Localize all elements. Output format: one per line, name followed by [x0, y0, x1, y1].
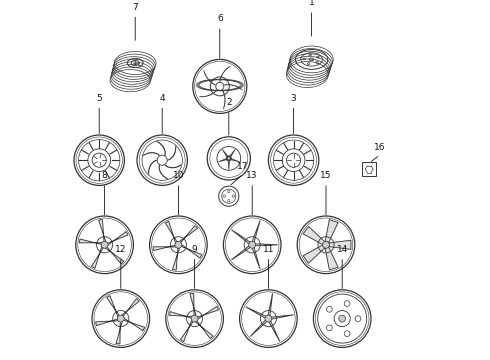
Text: 17: 17 [238, 162, 249, 171]
Text: 8: 8 [102, 171, 107, 180]
Text: 12: 12 [115, 245, 126, 254]
Polygon shape [228, 160, 229, 169]
Polygon shape [79, 239, 104, 244]
Polygon shape [230, 158, 239, 162]
Polygon shape [303, 245, 325, 263]
Text: 14: 14 [337, 245, 348, 254]
Polygon shape [229, 150, 235, 158]
Polygon shape [252, 221, 260, 243]
Polygon shape [180, 244, 202, 258]
Polygon shape [178, 226, 197, 243]
Polygon shape [303, 226, 325, 244]
Polygon shape [190, 293, 196, 317]
Ellipse shape [191, 315, 198, 322]
Polygon shape [329, 240, 351, 249]
Text: 9: 9 [192, 245, 197, 254]
Polygon shape [123, 318, 145, 331]
Polygon shape [165, 221, 177, 244]
Text: 4: 4 [159, 94, 165, 103]
Polygon shape [92, 245, 104, 268]
Polygon shape [252, 247, 260, 269]
Polygon shape [120, 299, 139, 317]
Text: 2: 2 [226, 98, 232, 107]
Polygon shape [222, 150, 228, 158]
Ellipse shape [175, 241, 182, 248]
Text: 13: 13 [246, 171, 258, 180]
Text: 7: 7 [132, 3, 138, 12]
Polygon shape [219, 158, 228, 162]
Polygon shape [246, 307, 267, 318]
Text: 16: 16 [374, 143, 386, 152]
Polygon shape [232, 230, 250, 244]
Polygon shape [194, 320, 213, 338]
Polygon shape [269, 320, 280, 341]
Polygon shape [98, 220, 106, 243]
Polygon shape [153, 245, 177, 251]
Ellipse shape [249, 241, 256, 248]
Polygon shape [232, 246, 250, 260]
Polygon shape [106, 231, 128, 246]
Polygon shape [325, 220, 338, 243]
Ellipse shape [339, 315, 345, 322]
Polygon shape [172, 246, 180, 270]
Polygon shape [180, 319, 194, 342]
Text: 6: 6 [217, 14, 222, 23]
Text: 15: 15 [320, 171, 332, 180]
Text: 5: 5 [97, 94, 102, 103]
Ellipse shape [101, 241, 108, 248]
Text: 10: 10 [172, 171, 184, 180]
Ellipse shape [117, 315, 124, 322]
Polygon shape [96, 319, 120, 325]
Text: 1: 1 [309, 0, 315, 7]
Polygon shape [250, 320, 267, 336]
Polygon shape [271, 315, 294, 319]
Polygon shape [104, 246, 124, 264]
Polygon shape [255, 244, 277, 246]
Polygon shape [268, 294, 272, 316]
Text: 3: 3 [291, 94, 296, 103]
Polygon shape [325, 247, 338, 270]
Polygon shape [107, 296, 120, 318]
Text: 11: 11 [263, 245, 274, 254]
Polygon shape [116, 320, 122, 344]
Ellipse shape [322, 241, 329, 248]
Ellipse shape [265, 315, 272, 322]
Polygon shape [170, 312, 194, 318]
Polygon shape [196, 306, 219, 320]
